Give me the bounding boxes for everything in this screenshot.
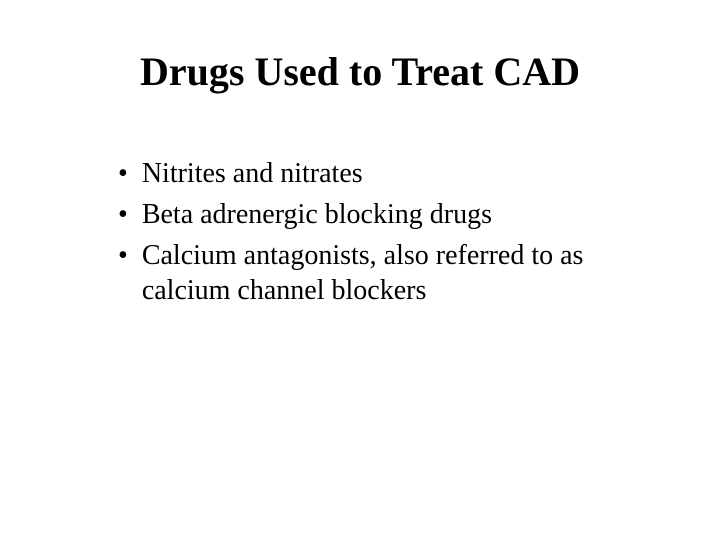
list-item: • Nitrites and nitrates	[118, 156, 628, 191]
slide: Drugs Used to Treat CAD • Nitrites and n…	[0, 0, 720, 540]
list-item: • Calcium antagonists, also referred to …	[118, 238, 628, 308]
slide-title: Drugs Used to Treat CAD	[0, 48, 720, 95]
bullet-icon: •	[118, 238, 128, 273]
bullet-text: Nitrites and nitrates	[142, 156, 628, 191]
bullet-icon: •	[118, 156, 128, 191]
bullet-icon: •	[118, 197, 128, 232]
bullet-text: Calcium antagonists, also referred to as…	[142, 238, 628, 308]
list-item: • Beta adrenergic blocking drugs	[118, 197, 628, 232]
bullet-text: Beta adrenergic blocking drugs	[142, 197, 628, 232]
bullet-list: • Nitrites and nitrates • Beta adrenergi…	[118, 156, 628, 314]
